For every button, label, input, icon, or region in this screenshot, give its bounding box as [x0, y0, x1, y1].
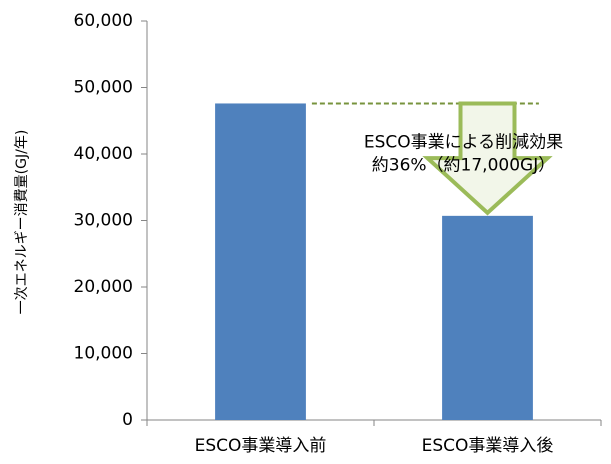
y-tick-label: 40,000 [74, 144, 133, 164]
reduction-arrow [422, 101, 553, 216]
y-tick-label: 0 [122, 410, 133, 430]
y-tick-label: 50,000 [74, 78, 133, 98]
annotation: 約36%（約17,000GJ） [372, 155, 555, 175]
y-tick-label: 10,000 [74, 344, 133, 364]
x-tick-label: ESCO事業導入後 [422, 436, 554, 456]
bar [215, 103, 306, 421]
annotation: ESCO事業による削減効果 [364, 132, 563, 152]
x-tick-label: ESCO事業導入前 [195, 436, 327, 456]
y-tick-label: 30,000 [74, 211, 133, 231]
y-tick-label: 60,000 [74, 11, 133, 31]
bar [442, 215, 533, 420]
y-axis-label: 一次エネルギー消費量(GJ/年) [14, 130, 30, 315]
y-tick-label: 20,000 [74, 277, 133, 297]
